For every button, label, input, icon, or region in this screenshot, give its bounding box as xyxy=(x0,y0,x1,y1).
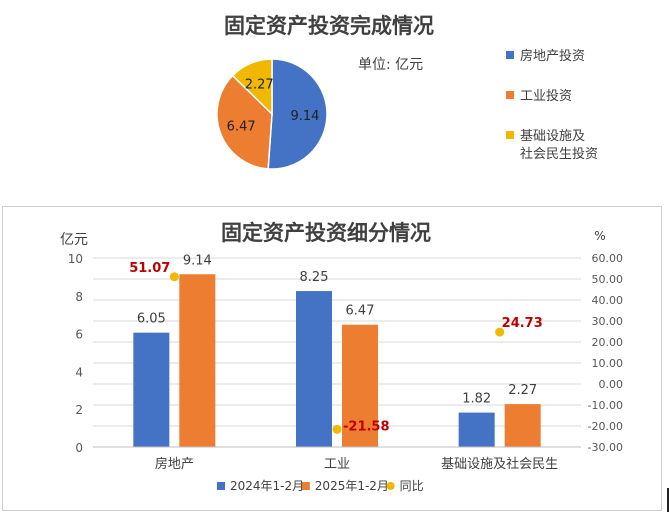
legend-swatch xyxy=(301,482,310,490)
y-tick-label: 2 xyxy=(75,403,83,417)
bar-data-label: 2.27 xyxy=(508,383,537,398)
scatter-point xyxy=(169,272,179,282)
y2-tick-label: 60.00 xyxy=(592,252,624,265)
bar-chart-panel: 固定资产投资细分情况 0 2 4 6 8 10 -30.00 -20.00 -10.00 0.00… xyxy=(2,206,662,511)
y-tick-label: 10 xyxy=(68,252,83,266)
bar xyxy=(179,274,216,447)
legend-label: 社会民生投资 xyxy=(520,147,599,162)
pie-slice xyxy=(216,74,273,170)
y-tick-label: 4 xyxy=(75,365,83,379)
y2-tick-label: 20.00 xyxy=(592,336,624,349)
x-tick-label: 工业 xyxy=(324,457,350,472)
bar-data-label: 8.25 xyxy=(300,270,329,285)
bar-data-label: 6.05 xyxy=(137,312,166,327)
scatter-data-label: 24.73 xyxy=(502,316,543,331)
pie-chart-title: 固定资产投资完成情况 xyxy=(224,14,434,38)
y2-tick-label: 0.00 xyxy=(599,378,624,391)
legend-label: 房地产投资 xyxy=(520,49,586,64)
pie-legend-item-infrastructure: 基础设施及 社会民生投资 xyxy=(506,128,598,164)
pie-slice xyxy=(267,58,328,170)
scatter-point xyxy=(332,424,342,434)
y2-tick-label: 50.00 xyxy=(592,273,624,286)
bar-data-label: 1.82 xyxy=(462,392,491,407)
bar-data-label: 6.47 xyxy=(346,304,375,319)
x-tick-label: 基础设施及社会民生 xyxy=(441,456,558,472)
bar xyxy=(342,324,378,447)
legend-swatch xyxy=(506,51,514,59)
y2-tick-label: -20.00 xyxy=(588,420,623,433)
legend-label: 工业投资 xyxy=(520,89,573,104)
bar xyxy=(458,412,495,447)
unit-label: 单位: 亿元 xyxy=(358,57,424,73)
pie-legend-item-industry: 工业投资 xyxy=(506,88,572,106)
legend-swatch xyxy=(217,482,225,490)
legend-swatch xyxy=(506,91,514,99)
y2-tick-label: -30.00 xyxy=(588,441,623,454)
y2-tick-label: 30.00 xyxy=(592,315,624,328)
y-tick-label: 8 xyxy=(75,290,83,304)
bar xyxy=(296,291,332,447)
y-axis-title: 亿元 xyxy=(60,232,88,248)
y2-axis-title: % xyxy=(594,229,605,243)
scatter-data-label: 51.07 xyxy=(129,261,170,276)
legend-label: 基础设施及 xyxy=(520,129,586,144)
y-tick-label: 6 xyxy=(75,328,83,342)
y2-tick-label: 40.00 xyxy=(592,294,624,307)
bar-chart: 0 2 4 6 8 10 -30.00 -20.00 -10.00 0.00 10.00 20.00 3… xyxy=(60,229,624,493)
bar-data-label: 9.14 xyxy=(183,253,212,268)
legend-swatch xyxy=(506,131,514,139)
pie-data-label: 6.47 xyxy=(227,120,256,135)
pie-legend-item-realestate: 房地产投资 xyxy=(506,48,585,66)
window-edge xyxy=(667,488,669,512)
scatter-data-label: -21.58 xyxy=(343,419,390,434)
y2-tick-label: -10.00 xyxy=(588,399,623,412)
pie-chart-panel: 固定资产投资完成情况 单位: 亿元 9.14 6.47 2.27 房地产投资 工业投… xyxy=(0,0,669,200)
legend-label: 2025年1-2月 xyxy=(315,479,389,493)
pie-data-label: 2.27 xyxy=(245,78,274,93)
legend-label: 同比 xyxy=(400,479,424,493)
bar-chart-title: 固定资产投资细分情况 xyxy=(221,221,431,245)
y2-tick-label: 10.00 xyxy=(592,357,624,370)
bar xyxy=(504,404,541,447)
pie-data-label: 9.14 xyxy=(291,109,320,124)
bar xyxy=(133,332,170,447)
scatter-point xyxy=(495,327,505,337)
legend-marker xyxy=(386,482,395,490)
x-tick-label: 房地产 xyxy=(155,456,194,472)
pie-slice xyxy=(231,58,273,116)
legend-label: 2024年1-2月 xyxy=(230,479,304,493)
y-tick-label: 0 xyxy=(75,441,83,455)
pie-chart: 9.14 6.47 2.27 xyxy=(216,58,328,170)
